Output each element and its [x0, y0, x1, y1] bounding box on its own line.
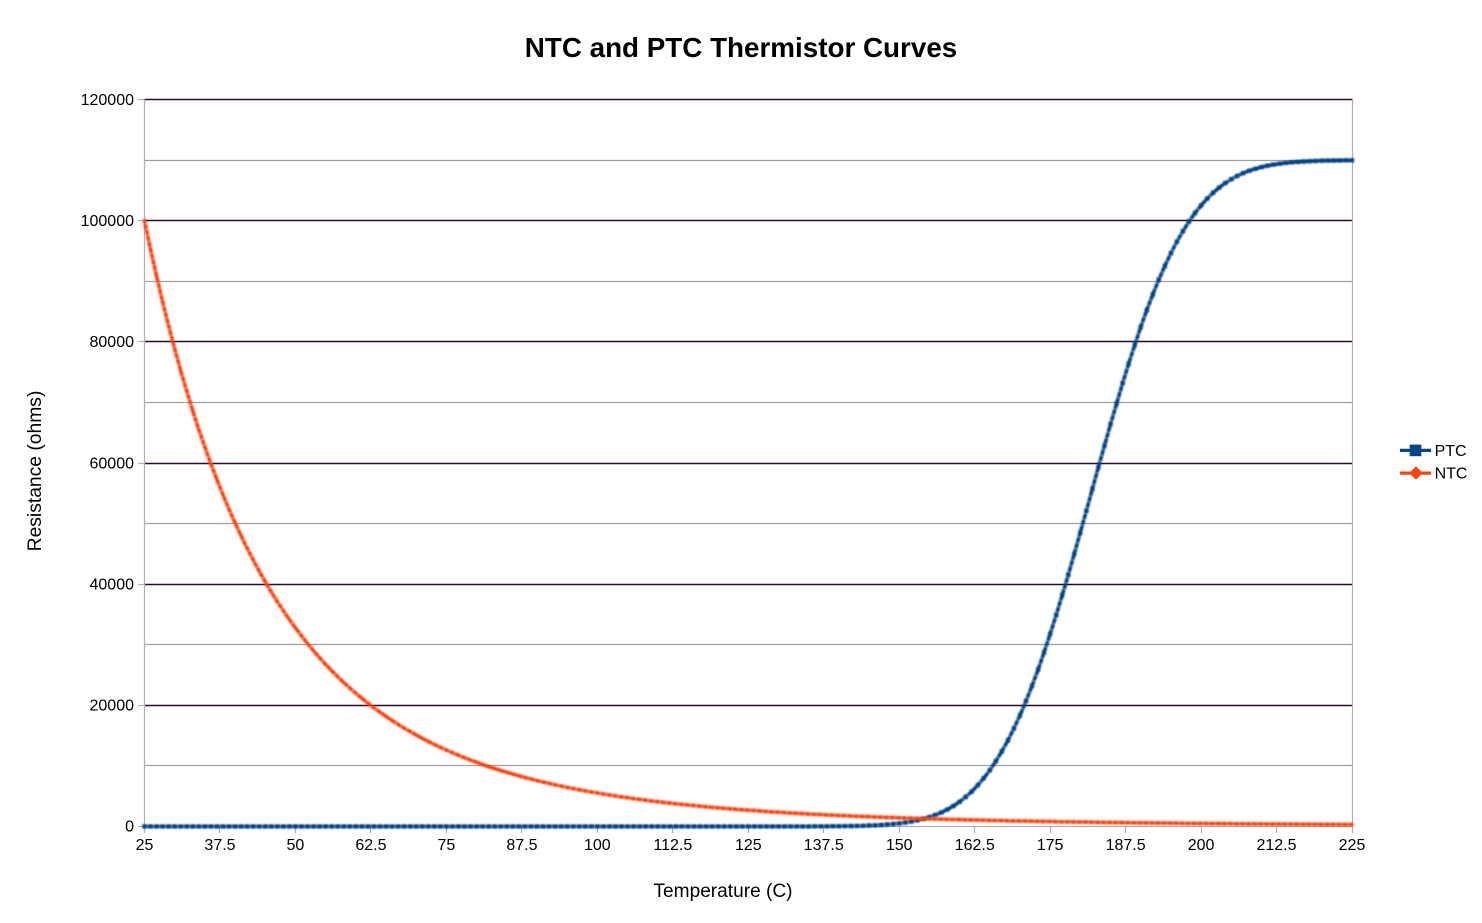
svg-text:Temperature (C): Temperature (C) — [654, 881, 793, 902]
svg-text:162.5: 162.5 — [955, 837, 995, 854]
svg-text:137.5: 137.5 — [804, 837, 844, 854]
svg-text:225: 225 — [1339, 837, 1366, 854]
svg-text:50: 50 — [287, 837, 305, 854]
svg-text:80000: 80000 — [90, 334, 135, 351]
svg-text:0: 0 — [125, 819, 134, 836]
svg-text:150: 150 — [886, 837, 913, 854]
svg-text:20000: 20000 — [90, 698, 135, 715]
svg-text:Resistance (ohms): Resistance (ohms) — [25, 391, 46, 552]
svg-text:25: 25 — [136, 837, 154, 854]
svg-text:100000: 100000 — [81, 213, 134, 230]
svg-text:212.5: 212.5 — [1256, 837, 1296, 854]
svg-text:120000: 120000 — [81, 92, 134, 109]
svg-text:175: 175 — [1037, 837, 1064, 854]
svg-text:60000: 60000 — [90, 455, 135, 472]
svg-text:75: 75 — [438, 837, 456, 854]
svg-text:37.5: 37.5 — [204, 837, 235, 854]
svg-text:187.5: 187.5 — [1106, 837, 1146, 854]
svg-text:100: 100 — [584, 837, 611, 854]
svg-text:NTC: NTC — [1435, 466, 1468, 483]
svg-text:PTC: PTC — [1435, 443, 1467, 460]
svg-text:NTC and PTC Thermistor Curves: NTC and PTC Thermistor Curves — [525, 32, 957, 63]
svg-text:112.5: 112.5 — [653, 837, 692, 854]
svg-text:125: 125 — [735, 837, 762, 854]
svg-text:62.5: 62.5 — [355, 837, 386, 854]
svg-text:87.5: 87.5 — [506, 837, 537, 854]
svg-text:200: 200 — [1188, 837, 1215, 854]
svg-text:40000: 40000 — [90, 576, 135, 593]
